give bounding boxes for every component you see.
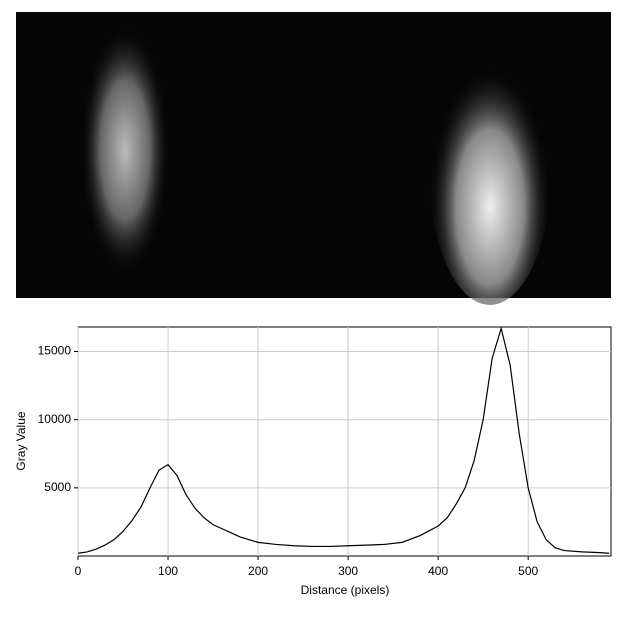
x-tick-label: 100 [158,564,178,578]
x-axis-label: Distance (pixels) [301,583,390,597]
micrograph [16,12,611,305]
x-tick-label: 300 [338,564,358,578]
x-tick-label: 200 [248,564,268,578]
x-tick-label: 0 [75,564,82,578]
y-tick-label: 10000 [38,412,72,426]
x-tick-label: 400 [428,564,448,578]
y-axis-label: Gray Value [14,411,28,470]
plot-frame [77,326,612,557]
x-tick-label: 500 [518,564,538,578]
y-tick-label: 15000 [38,344,72,358]
profile-line [77,326,610,554]
y-tick-label: 5000 [44,480,71,494]
